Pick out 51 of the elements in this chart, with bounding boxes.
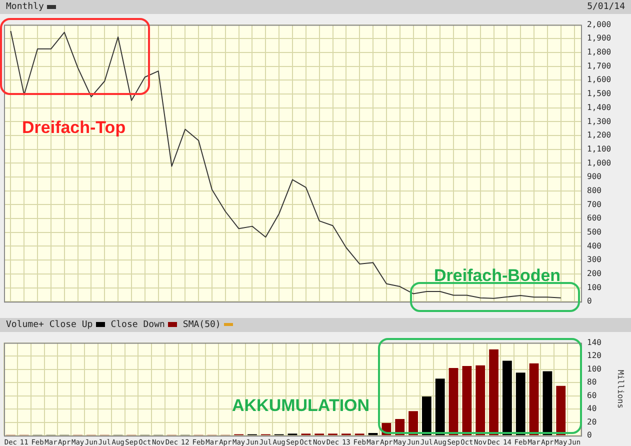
y-tick-label: 40 bbox=[587, 404, 597, 414]
legend-label: Close Down bbox=[110, 320, 165, 330]
bar bbox=[422, 396, 432, 436]
bar bbox=[502, 360, 512, 436]
y-tick-label: 400 bbox=[587, 241, 602, 250]
y-tick-label: 0 bbox=[587, 430, 592, 440]
legend-label: SMA(50) bbox=[182, 320, 221, 330]
y-tick-label: 200 bbox=[587, 269, 602, 278]
annotation: AKKUMULATION bbox=[232, 396, 370, 416]
y-tick-label: 1,400 bbox=[587, 102, 612, 112]
text: 5/01/14 bbox=[587, 1, 625, 14]
bar bbox=[529, 363, 539, 436]
y-tick-label: 100 bbox=[587, 364, 602, 374]
bar bbox=[435, 378, 445, 436]
annotation: Dreifach-Boden bbox=[434, 266, 561, 286]
bar bbox=[462, 366, 472, 436]
y-tick-label: 1,200 bbox=[587, 130, 612, 140]
bar bbox=[542, 371, 552, 436]
y-axis-title: Millions bbox=[616, 370, 626, 409]
y-tick-label: 0 bbox=[587, 296, 592, 306]
y-tick-label: 2,000 bbox=[587, 20, 612, 29]
y-tick-label: 600 bbox=[587, 214, 602, 223]
y-tick-label: 1,900 bbox=[587, 34, 612, 43]
y-tick-label: 1,300 bbox=[587, 116, 612, 126]
y-tick-label: 700 bbox=[587, 200, 602, 209]
y-tick-label: 80 bbox=[587, 378, 597, 387]
legend-title: Volume+ bbox=[6, 320, 45, 330]
y-tick-label: 1,100 bbox=[587, 144, 612, 154]
y-tick-label: 1,000 bbox=[587, 158, 612, 168]
legend-label: Close Up bbox=[49, 320, 93, 330]
chart-title: Monthly bbox=[6, 2, 44, 12]
y-tick-label: 1,700 bbox=[587, 61, 612, 70]
y-tick-label: 1,800 bbox=[587, 48, 612, 57]
y-tick-label: 20 bbox=[587, 417, 597, 426]
bar bbox=[408, 411, 418, 436]
y-tick-label: 1,600 bbox=[587, 75, 612, 84]
bar bbox=[489, 349, 498, 436]
y-tick-label: 140 bbox=[587, 338, 602, 347]
y-tick-label: 100 bbox=[587, 282, 602, 292]
y-tick-label: 120 bbox=[587, 351, 602, 360]
y-tick-label: 1,500 bbox=[587, 89, 612, 98]
y-tick-label: 900 bbox=[587, 172, 602, 182]
bar bbox=[516, 372, 526, 436]
bar bbox=[448, 368, 458, 436]
y-tick-label: 500 bbox=[587, 227, 602, 236]
bar bbox=[556, 386, 566, 436]
y-tick-label: 60 bbox=[587, 390, 597, 400]
bar bbox=[476, 365, 486, 436]
annotation: Dreifach-Top bbox=[22, 118, 126, 138]
y-tick-label: 800 bbox=[587, 186, 602, 195]
y-tick-label: 300 bbox=[587, 255, 602, 264]
